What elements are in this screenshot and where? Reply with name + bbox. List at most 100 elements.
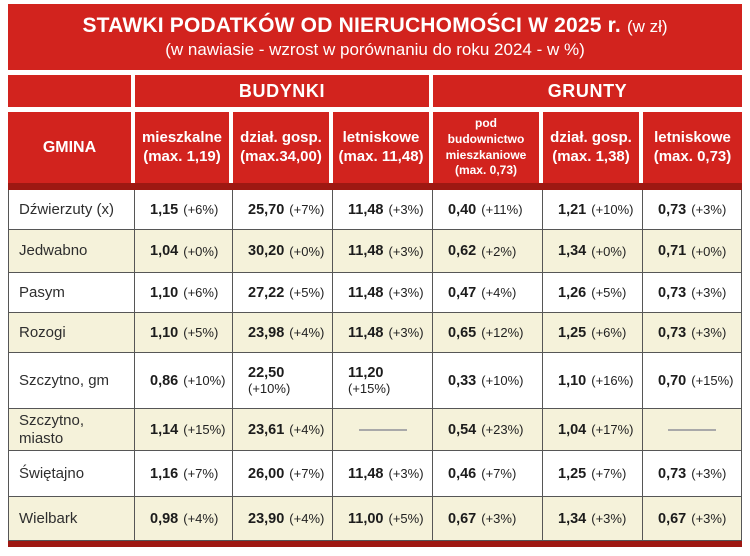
tax-rate-value: 0,62 — [448, 243, 477, 259]
tax-rate-change: (+16%) — [591, 373, 634, 388]
tax-rate-cell: 0,98 (+4%) — [135, 497, 233, 541]
tax-rate-value: 0,73 — [658, 201, 687, 218]
tax-rate-change: (+3%) — [388, 243, 424, 259]
tax-rates-table: BUDYNKI GRUNTY GMINA mieszkalne (max. 1,… — [8, 75, 742, 547]
column-header-gmina: GMINA — [8, 112, 135, 183]
tax-rate-value: 1,14 — [150, 421, 179, 438]
column-max: (max. 0,73) — [653, 147, 732, 165]
tax-rate-value: 11,48 — [348, 284, 384, 301]
tax-rate-change: (+7%) — [289, 466, 325, 481]
tax-rate-change: (+4%) — [481, 285, 517, 300]
tax-rate-value: 25,70 — [248, 201, 285, 218]
tax-rate-change: (+4%) — [183, 511, 219, 526]
tax-rate-change: (+10%) — [591, 202, 634, 217]
tax-rate-cell: 11,20 (+15%) — [333, 353, 433, 409]
tax-rate-change: (+3%) — [691, 511, 727, 526]
tax-rate-cell: 1,04 (+0%) — [135, 230, 233, 273]
tax-rate-value: 0,73 — [658, 284, 687, 301]
tax-rate-change: (+7%) — [591, 466, 627, 481]
tax-rate-change: (+3%) — [388, 202, 424, 217]
tax-rate-cell: 0,73 (+3%) — [643, 190, 742, 230]
tax-rate-value: 11,48 — [348, 201, 384, 218]
tax-rate-cell: 27,22 (+5%) — [233, 273, 333, 313]
tax-rate-cell: 23,90 (+4%) — [233, 497, 333, 541]
column-label: mieszkalne — [141, 128, 223, 146]
tax-rate-change: (+10%) — [481, 373, 524, 388]
tax-rate-cell: 0,67 (+3%) — [643, 497, 742, 541]
tax-rate-change: (+3%) — [691, 325, 727, 340]
tax-rate-cell: 23,61 (+4%) — [233, 409, 333, 451]
tax-rate-change: (+6%) — [591, 325, 627, 340]
tax-rate-cell: 23,98 (+4%) — [233, 313, 333, 353]
tax-rate-value: 0,46 — [448, 465, 477, 482]
tax-rate-cell: 0,62 (+2%) — [433, 230, 543, 273]
tax-rate-value: 23,61 — [248, 421, 285, 438]
tax-rate-value: 23,98 — [248, 324, 285, 341]
tax-rate-cell: 0,73 (+3%) — [643, 451, 742, 497]
tax-rate-change: (+10%) — [248, 381, 291, 396]
gmina-name-cell: Wielbark — [8, 497, 135, 541]
column-header-letniskowe-grunty: letniskowe (max. 0,73) — [643, 112, 742, 183]
tax-rate-change: (+3%) — [481, 511, 517, 526]
tax-rate-change: (+0%) — [591, 243, 627, 259]
column-header-mieszkalne: mieszkalne (max. 1,19) — [135, 112, 233, 183]
tax-rate-cell: 0,71 (+0%) — [643, 230, 742, 273]
tax-rate-value: 1,34 — [558, 510, 587, 527]
column-max: (max. 1,38) — [552, 147, 630, 165]
column-max: (max.34,00) — [240, 147, 322, 165]
tax-rate-cell: 1,21 (+10%) — [543, 190, 643, 230]
tax-rate-value: 1,04 — [150, 243, 179, 259]
tax-rate-cell: 11,48 (+3%) — [333, 273, 433, 313]
tax-rate-value: 0,54 — [448, 421, 477, 438]
tax-rate-cell: 30,20 (+0%) — [233, 230, 333, 273]
tax-rate-change: (+23%) — [481, 422, 524, 437]
tax-rate-value: 23,90 — [248, 510, 285, 527]
separator-band-top — [8, 183, 742, 190]
gmina-name-cell: Szczytno, gm — [8, 353, 135, 409]
tax-rate-cell — [333, 409, 433, 451]
tax-rate-change: (+3%) — [691, 285, 727, 300]
tax-rate-value: 1,15 — [150, 201, 179, 218]
tax-rate-cell: 0,33 (+10%) — [433, 353, 543, 409]
tax-rate-value: 1,16 — [150, 465, 179, 482]
tax-rate-change: (+5%) — [289, 285, 325, 300]
tax-rate-cell: 1,15 (+6%) — [135, 190, 233, 230]
tax-rate-change: (+6%) — [183, 202, 219, 217]
tax-rate-change: (+3%) — [388, 325, 424, 340]
tax-rate-change: (+4%) — [289, 422, 325, 437]
gmina-name-cell: Szczytno, miasto — [8, 409, 135, 451]
tax-rate-cell: 1,14 (+15%) — [135, 409, 233, 451]
tax-rate-change: (+12%) — [481, 325, 524, 340]
tax-rate-change: (+3%) — [591, 511, 627, 526]
gmina-name-cell: Świętajno — [8, 451, 135, 497]
tax-rate-cell: 0,73 (+3%) — [643, 273, 742, 313]
tax-rate-value: 0,73 — [658, 324, 687, 341]
tax-rate-value: 22,50 — [248, 365, 285, 381]
group-label: BUDYNKI — [238, 80, 326, 101]
tax-rate-value: 1,10 — [558, 372, 587, 389]
column-label: pod budownictwo mieszkaniowe — [445, 116, 527, 162]
tax-rate-cell: 1,04 (+17%) — [543, 409, 643, 451]
gmina-name-cell: Pasym — [8, 273, 135, 313]
tax-rate-cell: 26,00 (+7%) — [233, 451, 333, 497]
tax-rate-value: 11,48 — [348, 324, 384, 341]
group-header-budynki: BUDYNKI — [135, 75, 433, 112]
tax-rate-change: (+4%) — [289, 325, 325, 340]
tax-rate-cell: 0,73 (+3%) — [643, 313, 742, 353]
tax-rate-change: (+3%) — [691, 202, 727, 217]
gmina-name-cell: Rozogi — [8, 313, 135, 353]
tax-rate-value: 0,71 — [658, 243, 687, 259]
tax-rate-value: 0,65 — [448, 324, 477, 341]
tax-rate-value: 0,33 — [448, 372, 477, 389]
column-max: (max. 1,19) — [143, 147, 221, 165]
corner-cell — [8, 75, 135, 112]
tax-rate-value: 0,73 — [658, 465, 687, 482]
tax-rate-value: 1,10 — [150, 284, 179, 301]
column-label: dział. gosp. — [550, 128, 632, 146]
tax-rate-cell: 1,34 (+0%) — [543, 230, 643, 273]
tax-rate-cell: 1,10 (+6%) — [135, 273, 233, 313]
tax-rate-change: (+5%) — [388, 511, 424, 526]
tax-rate-cell: 0,67 (+3%) — [433, 497, 543, 541]
tax-rate-value: 27,22 — [248, 284, 285, 301]
